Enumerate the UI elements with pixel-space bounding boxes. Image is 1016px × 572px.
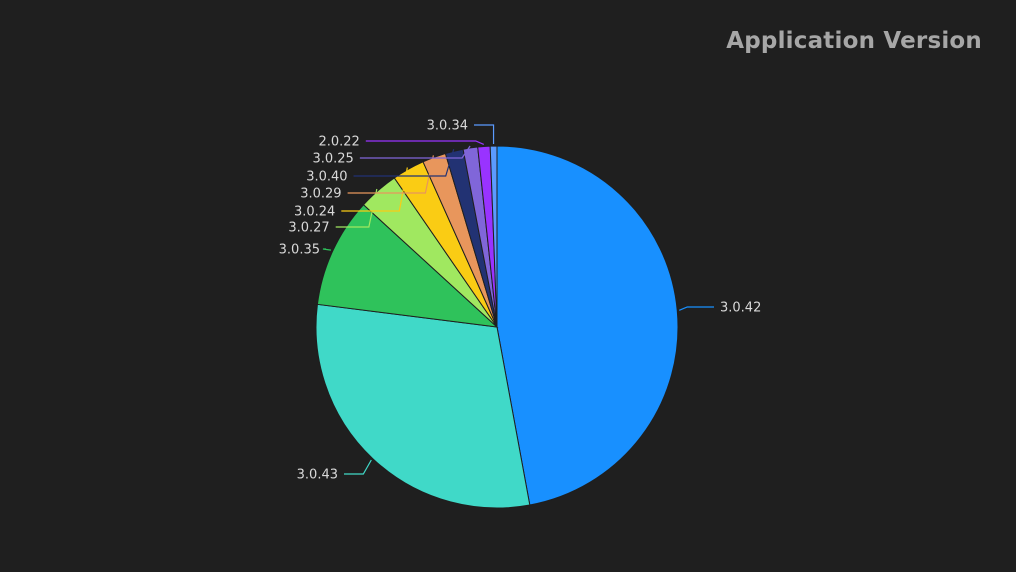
pie-labels: 3.0.42 3.0.43 3.0.35 3.0.273.0.24 3.0.29 3.0.… [279, 119, 762, 483]
pie-slice-3.0.43[interactable] [315, 303, 531, 509]
leader-line-3.0.35 [322, 248, 332, 251]
pie-slices [315, 145, 679, 509]
leader-line-3.0.25 [359, 145, 471, 159]
slice-label-3.0.43: 3.0.43 [297, 468, 338, 483]
leader-line-3.0.42 [679, 306, 714, 311]
leader-line-3.0.24 [341, 167, 408, 212]
leader-line-3.0.29 [347, 155, 434, 194]
leader-line-3.0.34 [474, 124, 495, 145]
slice-label-3.0.27: 3.0.27 [288, 221, 329, 236]
leader-line-3.0.43 [344, 459, 372, 475]
pie-slice-3.0.35[interactable] [316, 204, 499, 328]
slice-label-2.0.22: 2.0.22 [318, 135, 359, 150]
slice-label-3.0.40: 3.0.40 [306, 170, 347, 185]
slice-label-3.0.34: 3.0.34 [427, 119, 468, 134]
chart-title: Application Version [726, 28, 982, 54]
slice-label-3.0.42: 3.0.42 [720, 301, 761, 316]
slice-label-3.0.25: 3.0.25 [312, 152, 353, 167]
slice-label-3.0.29: 3.0.29 [300, 187, 341, 202]
leader-line-3.0.27 [335, 188, 378, 228]
slice-label-3.0.24: 3.0.24 [294, 205, 335, 220]
slice-label-3.0.35: 3.0.35 [279, 243, 320, 258]
leader-line-2.0.22 [365, 140, 485, 146]
pie-slice-3.0.42[interactable] [496, 145, 679, 506]
pie-slice-3.0.34[interactable] [489, 145, 498, 328]
